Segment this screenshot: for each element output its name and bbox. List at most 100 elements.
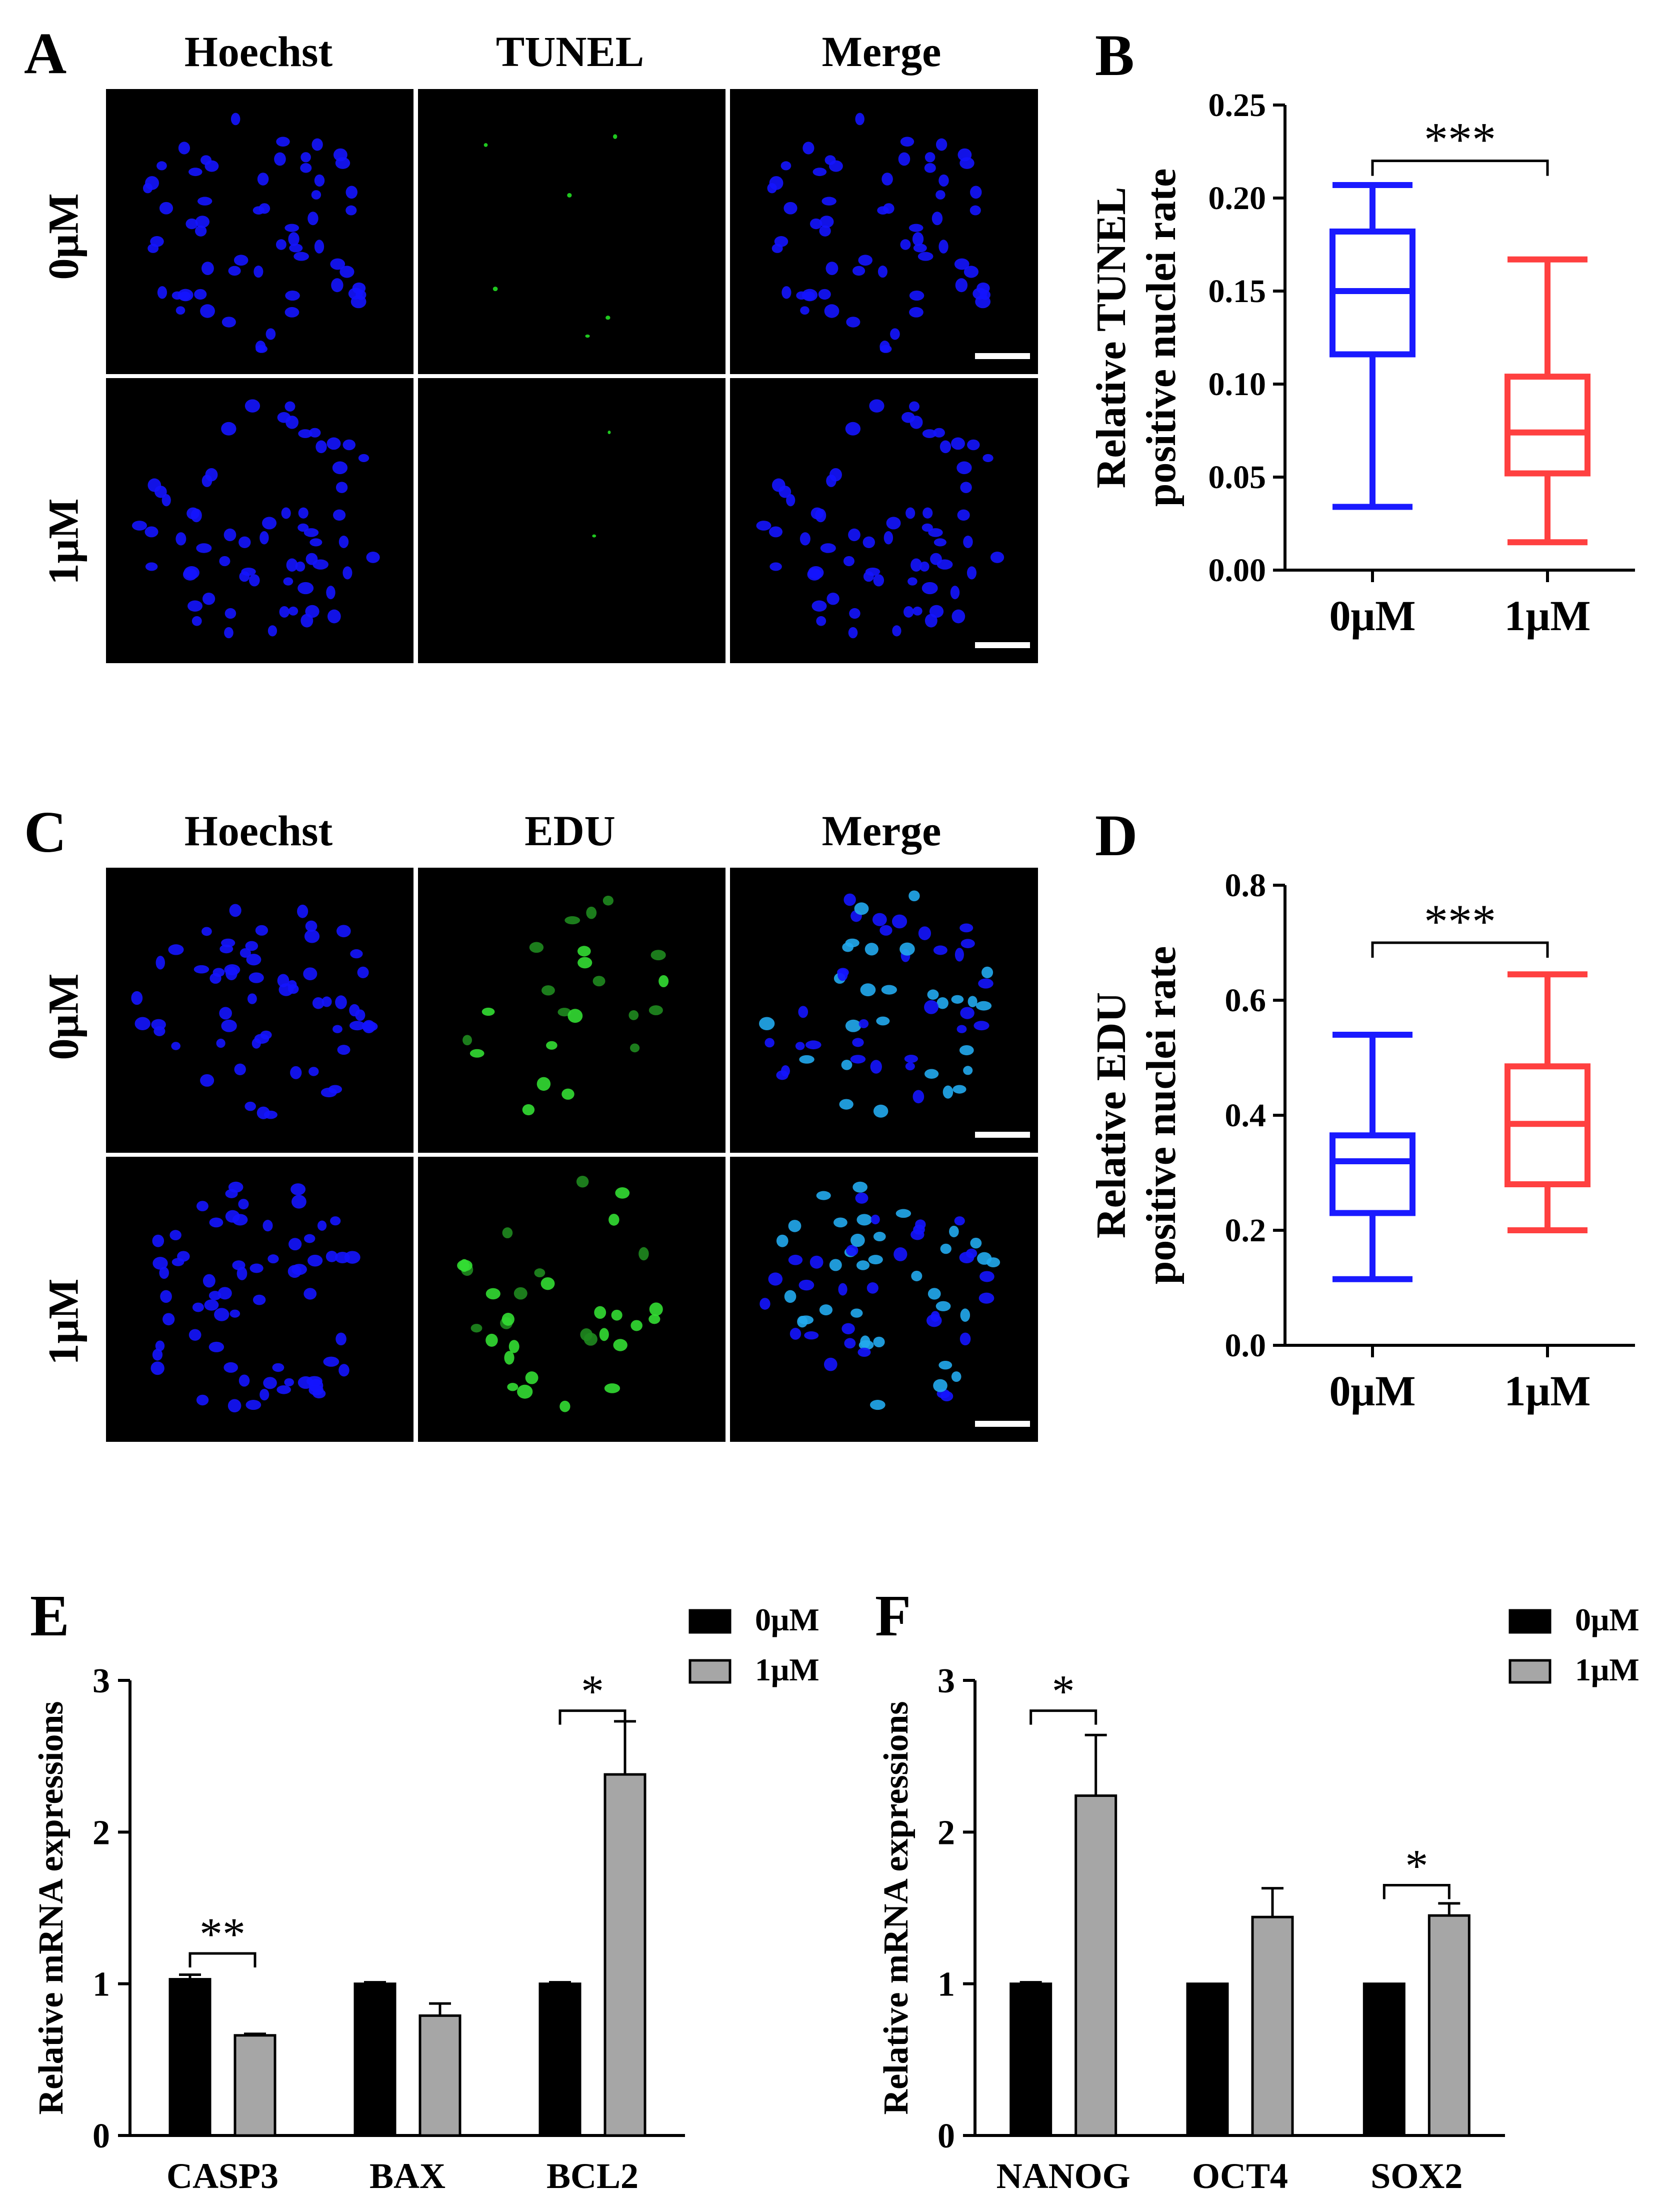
nucleus [304,1288,317,1300]
nucleus [156,956,165,970]
col-label-hoechst-a: Hoechst [184,28,333,76]
nucleus [909,290,924,301]
scale-bar [975,353,1030,359]
nucleus [220,944,234,954]
nucleus [900,942,915,956]
y-tick-label: 1 [938,1965,955,2004]
nucleus [860,1335,870,1348]
col-label-merge-c: Merge [822,807,942,855]
nucleus [540,1277,555,1290]
nucleus [323,1356,340,1367]
nucleus [613,1339,628,1351]
box-iqr [1330,1132,1416,1216]
nucleus [179,291,191,301]
bar [538,1982,582,2137]
nucleus [924,1000,938,1014]
significance-label: * [581,1666,604,1717]
nucleus [288,606,298,616]
nucleus [225,1210,240,1223]
nucleus [904,1054,918,1063]
nucleus [314,240,324,254]
significance-bracket [1382,1884,1450,1899]
nucleus [312,559,328,570]
nucleus [816,1191,831,1200]
nucleus [966,566,976,580]
nucleus [843,556,854,567]
nucleus [298,582,314,595]
nucleus [246,1400,262,1410]
col-label-edu: EDU [524,807,616,855]
y-axis-label: Relative TUNEL [1088,187,1134,489]
nucleus [826,475,836,487]
nucleus [960,1007,974,1019]
nucleus [281,507,291,519]
nucleus [882,173,893,186]
nucleus [863,571,874,582]
nucleus [308,1067,319,1076]
nucleus [312,138,323,151]
nucleus [274,152,286,166]
nucleus [228,1399,242,1413]
nucleus [286,416,299,429]
nucleus [594,1306,606,1319]
nucleus [340,266,354,278]
nucleus [186,218,198,230]
y-tick-label: 0.0 [1225,1327,1266,1364]
nucleus [196,1201,208,1211]
nucleus [960,939,975,948]
nucleus [266,328,276,340]
nucleus [256,345,268,353]
micrograph-hoechst-1um-c [106,1157,414,1442]
y-axis-label: positive nuclei rate [1138,946,1184,1285]
nucleus [892,914,908,929]
micrograph-merge-1um-c [730,1157,1038,1442]
nucleus [236,1267,248,1280]
nucleus [802,142,814,155]
nucleus [852,1038,864,1047]
y-tick-label: 0.8 [1225,867,1266,904]
nucleus [936,1301,951,1311]
nucleus [349,1004,360,1017]
nucleus [276,239,286,250]
nucleus [951,1371,962,1382]
panel-letter: E [30,1583,70,1648]
nucleus [346,186,358,199]
nucleus [810,218,822,230]
nucleus [277,974,290,988]
nucleus [769,176,784,190]
nucleus [194,289,207,300]
nucleus [976,1001,992,1011]
nucleus [768,1272,783,1286]
nucleus [606,316,610,320]
nucleus [968,996,978,1008]
nucleus [848,528,860,542]
nucleus [940,440,952,454]
nucleus [344,1251,360,1264]
bar [1362,1982,1406,2137]
nucleus [152,1257,168,1270]
nucleus [841,1059,852,1070]
nucleus [262,1220,273,1232]
x-tick-label: SOX2 [1370,2156,1462,2196]
nucleus [868,1255,883,1265]
nucleus [963,1066,973,1075]
nucleus [221,1019,237,1032]
nucleus [224,964,240,976]
nucleus [249,574,260,587]
nucleus [156,161,167,171]
nucleus [933,428,945,438]
nucleus [338,536,349,548]
nucleus [960,923,974,933]
nucleus [906,507,916,519]
nucleus [284,401,296,412]
nucleus [880,925,892,936]
y-tick-label: 0.2 [1225,1212,1266,1249]
y-tick-label: 0.20 [1208,180,1266,217]
micrograph-merge-0um-a [730,89,1038,374]
nucleus [336,925,351,938]
nucleus [870,1214,880,1225]
nucleus [300,163,312,173]
y-axis-label: positive nuclei rate [1138,169,1184,507]
nucleus [252,1294,266,1305]
nucleus [195,216,210,228]
